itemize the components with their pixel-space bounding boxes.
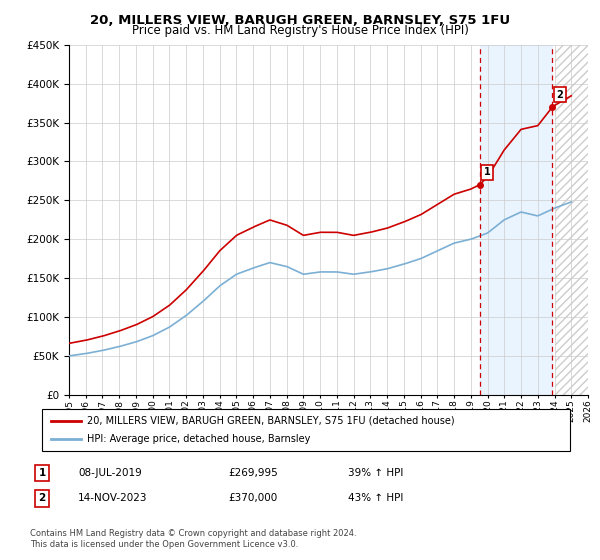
Text: Price paid vs. HM Land Registry's House Price Index (HPI): Price paid vs. HM Land Registry's House … (131, 24, 469, 36)
Text: 43% ↑ HPI: 43% ↑ HPI (348, 493, 403, 503)
Text: HPI: Average price, detached house, Barnsley: HPI: Average price, detached house, Barn… (87, 434, 310, 444)
Text: 20, MILLERS VIEW, BARUGH GREEN, BARNSLEY, S75 1FU: 20, MILLERS VIEW, BARUGH GREEN, BARNSLEY… (90, 14, 510, 27)
Text: 08-JUL-2019: 08-JUL-2019 (78, 468, 142, 478)
Text: £370,000: £370,000 (228, 493, 277, 503)
Text: £269,995: £269,995 (228, 468, 278, 478)
Text: 1: 1 (38, 468, 46, 478)
Text: 39% ↑ HPI: 39% ↑ HPI (348, 468, 403, 478)
Text: 2: 2 (38, 493, 46, 503)
Text: 20, MILLERS VIEW, BARUGH GREEN, BARNSLEY, S75 1FU (detached house): 20, MILLERS VIEW, BARUGH GREEN, BARNSLEY… (87, 416, 455, 426)
Bar (479, 45, 553, 395)
Text: 14-NOV-2023: 14-NOV-2023 (78, 493, 148, 503)
Text: Contains HM Land Registry data © Crown copyright and database right 2024.
This d: Contains HM Land Registry data © Crown c… (30, 529, 356, 549)
Text: 2: 2 (557, 90, 563, 100)
Text: 1: 1 (484, 167, 490, 178)
Bar (554, 45, 588, 395)
Bar (554, 45, 588, 395)
